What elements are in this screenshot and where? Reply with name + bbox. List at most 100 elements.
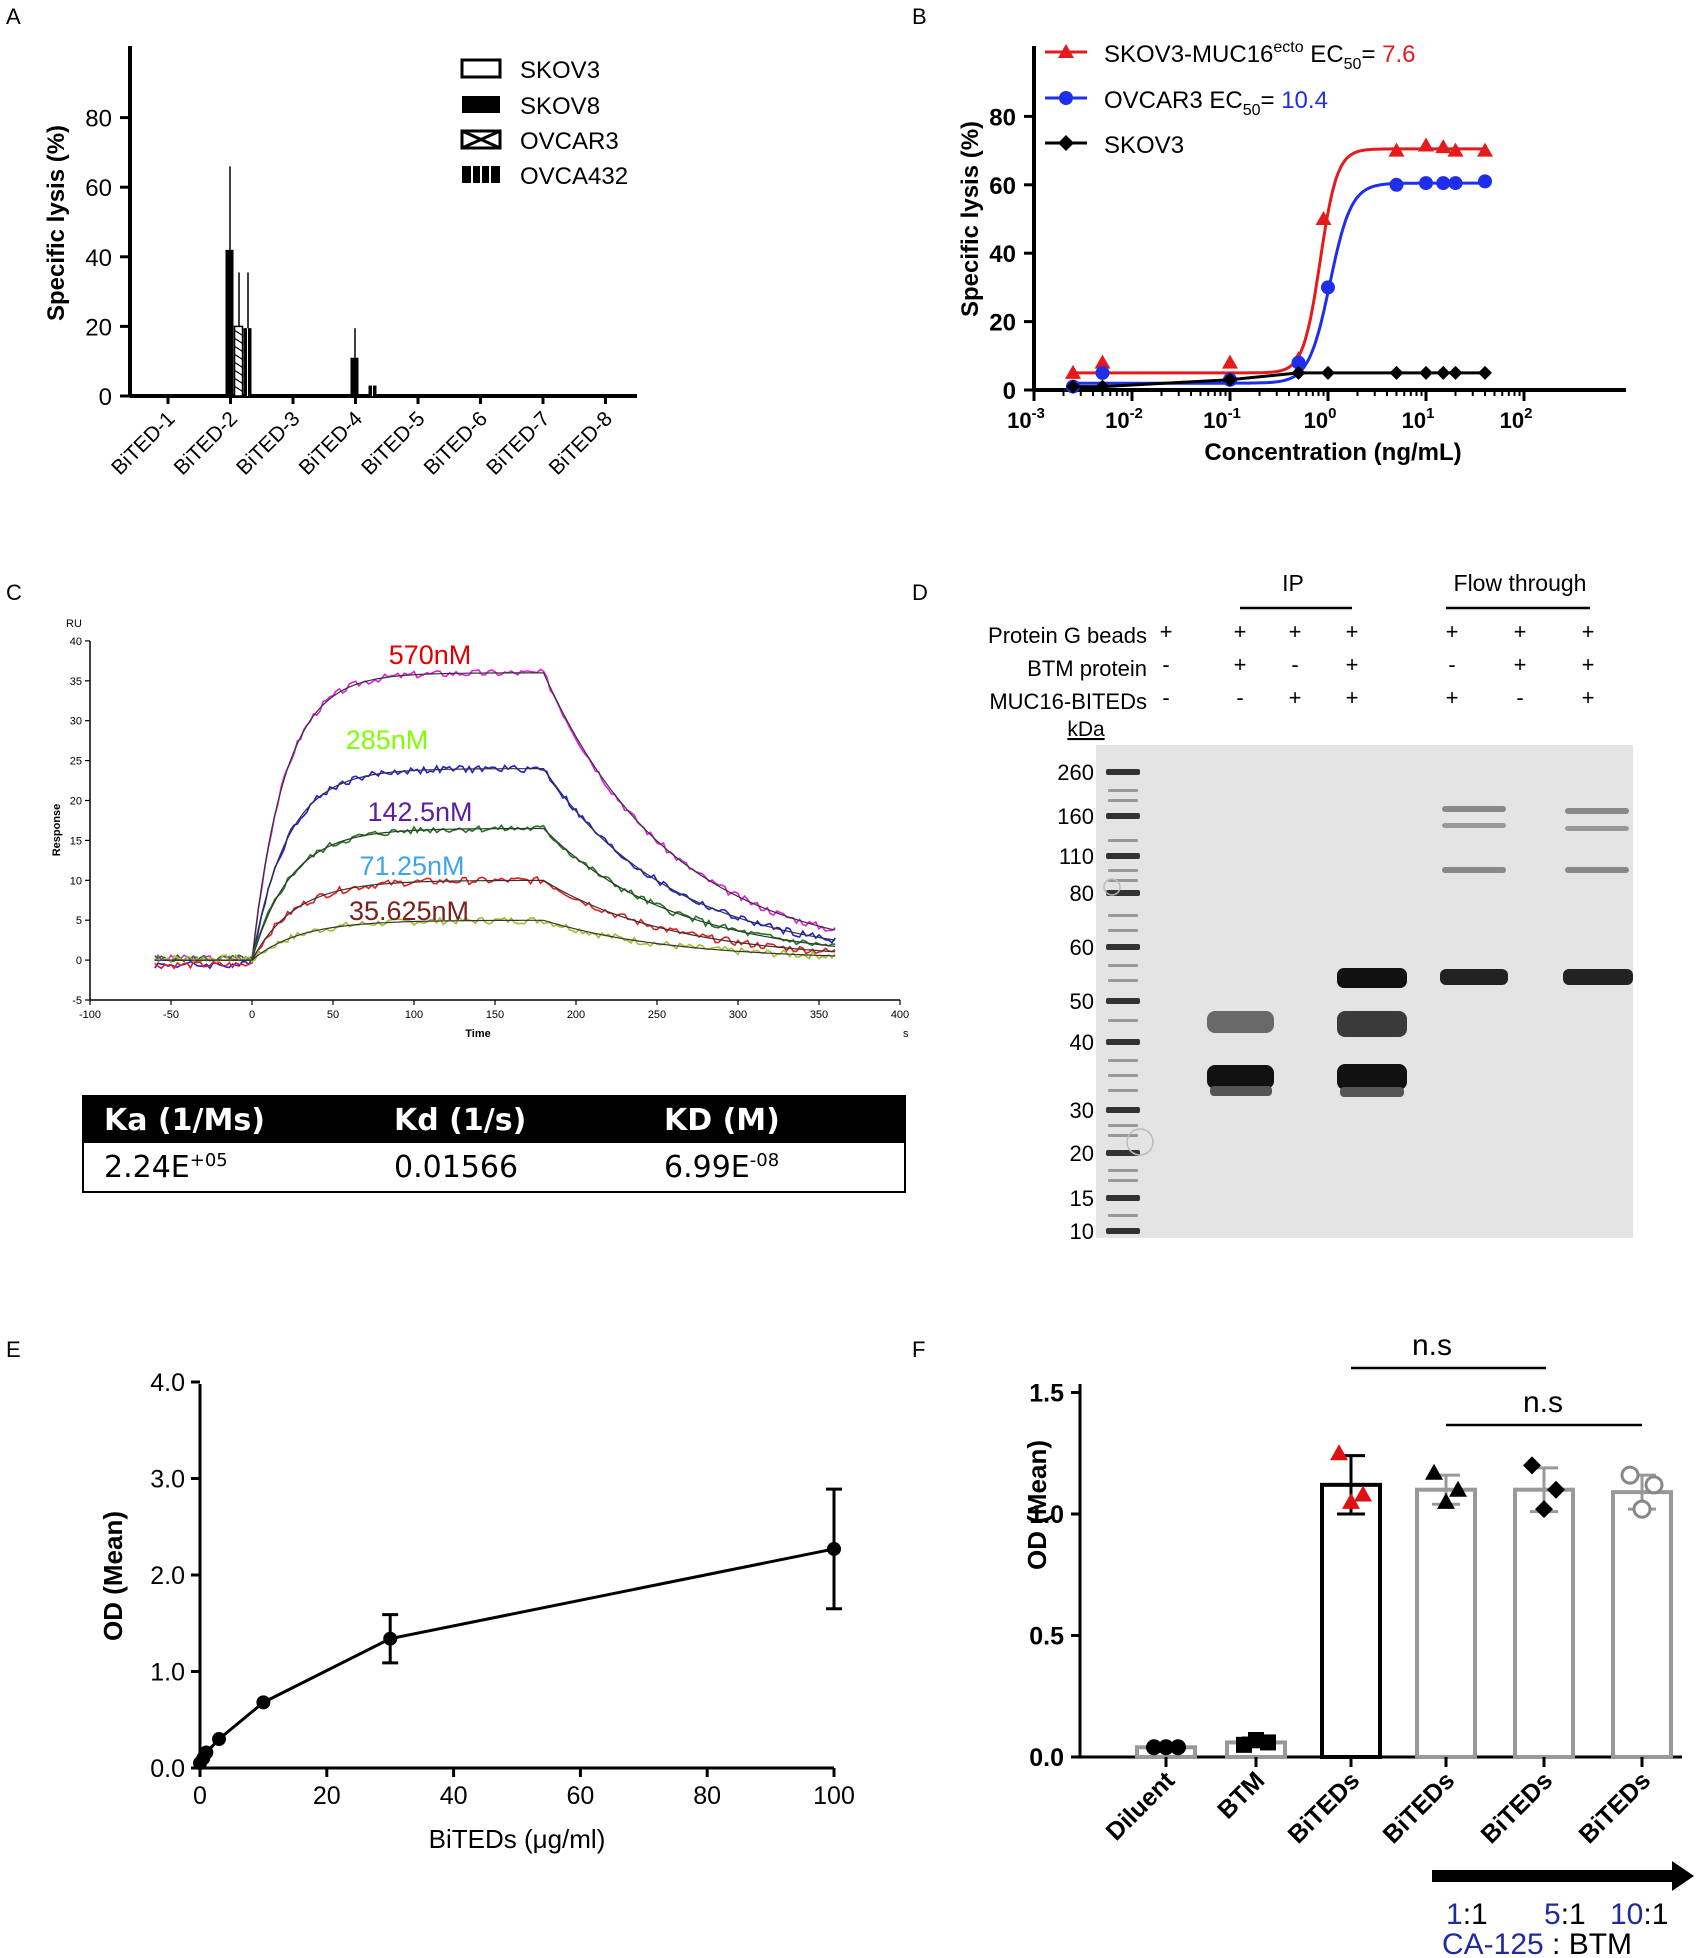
bar-ovcar3-hatch (234, 345, 243, 352)
c-x-tick-label: 200 (567, 1009, 585, 1021)
d-lane-sign: + (1234, 652, 1247, 677)
band-lane6-120kda (1442, 867, 1506, 873)
b-x-tick-label: 10-1 (1203, 405, 1241, 433)
c-sensorgram-fit (154, 672, 836, 961)
c-y-tick-label: -5 (72, 995, 82, 1007)
b-point-diamond (1448, 365, 1463, 380)
c-y-tick-label: 20 (70, 796, 82, 808)
panel-label-b: B (912, 4, 927, 29)
f-x-tick-label: BiTEDs (1378, 1766, 1461, 1849)
d-ladder-faint-band (1108, 979, 1138, 982)
d-lane-sign: + (1289, 685, 1302, 710)
d-ladder-band (1106, 944, 1140, 950)
d-ladder-faint-band (1108, 914, 1138, 917)
panel-f-bar-chart: OD (Mean) 0.00.51.01.5 Diluent BTM BiTEDs B… (1022, 1329, 1694, 1958)
d-ladder-faint-band (1108, 839, 1138, 842)
b-legend: SKOV3-MUC16ecto EC50= 7.6 OVCAR3 EC50= 1… (1045, 39, 1416, 159)
b-point-diamond (1065, 379, 1080, 394)
band-lane6-55kda (1440, 969, 1508, 985)
e-data-point (827, 1541, 841, 1556)
panel-d-gel: IP Flow through Protein G beads BTM prot… (988, 570, 1633, 1244)
f-point-triangle (1330, 1444, 1348, 1461)
d-ladder-faint-band (1108, 1089, 1138, 1092)
e-x-tick-label: 100 (813, 1782, 855, 1810)
b-point-circle (1419, 176, 1433, 191)
b-point-diamond (1321, 365, 1335, 380)
bar-ovcar3-bited-5 (421, 395, 431, 398)
e-x-tick-label: 20 (313, 1782, 341, 1810)
f-point-triangle (1449, 1480, 1467, 1497)
d-marker-label: 50 (1070, 989, 1094, 1014)
d-lane-sign: + (1234, 619, 1247, 644)
a-x-tick-label: BiTED-7 (482, 407, 554, 479)
a-x-tick-label: BiTED-5 (357, 407, 429, 479)
b-point-triangle (1222, 354, 1238, 369)
b-x-tick-label: 10-2 (1105, 405, 1143, 433)
b-x-tick-label: 10-3 (1007, 405, 1045, 433)
d-ladder-faint-band (1108, 1019, 1138, 1022)
b-point-diamond (1389, 365, 1404, 380)
c-sensorgram-fit (154, 879, 836, 961)
kinetics-header-kd: Kd (1/s) (394, 1102, 527, 1138)
e-data-point (199, 1745, 214, 1760)
f-point-triangle (1354, 1485, 1372, 1502)
legend-marker-diamond (1058, 135, 1074, 151)
f-bar (1415, 1487, 1477, 1759)
panel-label-c: C (6, 580, 22, 605)
d-gel-image (1096, 745, 1633, 1238)
c-concentration-label: 285nM (346, 725, 429, 755)
bar-ovcar3-hatch (234, 361, 243, 368)
e-line (198, 1547, 835, 1764)
band-lane8-160kda (1565, 808, 1629, 814)
e-y-tick-label: 0.0 (150, 1755, 185, 1783)
d-lane-sign: - (1516, 685, 1523, 710)
legend-marker-triangle (1058, 44, 1074, 58)
a-y-label: Specific lysis (%) (43, 125, 70, 321)
a-x-tick-label: BiTED-2 (170, 407, 242, 479)
c-sensorgram-raw (154, 875, 836, 970)
band-lane8-55kda (1563, 969, 1633, 985)
f-x-tick-label: BiTEDs (1283, 1766, 1366, 1849)
d-marker-label: 80 (1070, 881, 1094, 906)
f-point-diamond (1547, 1480, 1565, 1499)
b-point-triangle (1388, 142, 1405, 157)
c-x-tick-label: 50 (327, 1009, 339, 1021)
e-x-tick-label: 60 (566, 1782, 594, 1810)
a-y-tick-label: 60 (85, 175, 112, 202)
d-lane-sign: + (1160, 619, 1173, 644)
e-x-tick-label: 40 (440, 1782, 468, 1810)
d-group-flow-through: Flow through (1454, 570, 1587, 596)
d-ladder-faint-band (1108, 799, 1138, 802)
bar-skov3-bited-5 (403, 395, 413, 398)
d-lane-sign: - (1162, 685, 1169, 710)
bar-ovca432-bited-5 (431, 396, 439, 397)
c-x-tick-label: 250 (648, 1009, 666, 1021)
f-y-tick-label: 0.0 (1029, 1744, 1064, 1772)
b-point-triangle (1435, 139, 1452, 154)
bar-skov3-bited-8 (590, 395, 601, 398)
d-lane-sign: - (1291, 652, 1298, 677)
f-point-diamond (1535, 1500, 1553, 1519)
f-point-diamond (1523, 1456, 1541, 1475)
b-x-tick-label: 101 (1402, 405, 1435, 433)
gel-artifact-bubble-small (1103, 878, 1121, 896)
c-x-label: Time (465, 1028, 490, 1040)
b-point-triangle (1418, 137, 1434, 152)
b-point-circle (1448, 176, 1463, 191)
f-bar (1513, 1487, 1575, 1759)
d-marker-label: 15 (1070, 1186, 1094, 1211)
b-y-tick-label: 20 (989, 310, 1016, 337)
kinetics-value-kD: 6.99E-08 (664, 1149, 780, 1185)
e-y-tick-label: 1.0 (150, 1659, 185, 1687)
d-kda-label: kDa (1067, 718, 1105, 741)
d-lane-sign: - (1162, 652, 1169, 677)
f-x-tick-label: BTM (1212, 1766, 1270, 1824)
b-point-diamond (1095, 379, 1110, 394)
f-x-tick-label: BiTEDs (1476, 1766, 1559, 1849)
b-point-circle (1291, 355, 1306, 370)
c-x-unit: s (903, 1028, 909, 1040)
e-x-tick-label: 80 (693, 1782, 721, 1810)
f-point-circle-open (1632, 1499, 1652, 1519)
b-x-tick-label: 102 (1500, 405, 1533, 433)
